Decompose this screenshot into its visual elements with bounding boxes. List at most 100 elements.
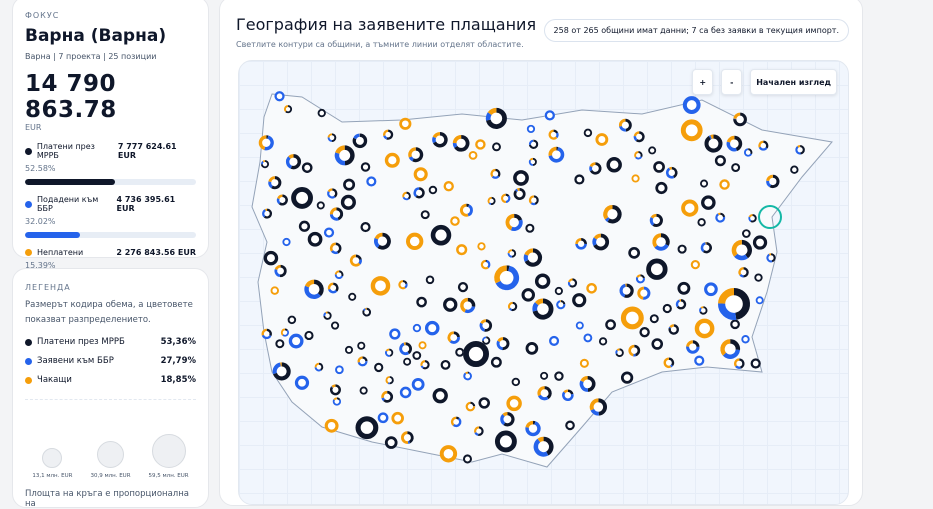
municipality-donut[interactable]: [529, 140, 538, 149]
municipality-donut[interactable]: [529, 158, 537, 166]
municipality-donut[interactable]: [327, 188, 337, 198]
municipality-donut[interactable]: [605, 319, 616, 330]
municipality-donut[interactable]: [414, 167, 428, 181]
municipality-donut[interactable]: [733, 113, 747, 127]
municipality-donut[interactable]: [486, 108, 507, 129]
municipality-donut[interactable]: [648, 146, 656, 154]
municipality-donut[interactable]: [719, 179, 730, 190]
municipality-donut[interactable]: [443, 297, 457, 311]
municipality-donut[interactable]: [655, 182, 667, 194]
municipality-donut[interactable]: [318, 109, 326, 117]
municipality-donut[interactable]: [621, 371, 633, 383]
municipality-donut[interactable]: [374, 363, 383, 372]
municipality-donut[interactable]: [330, 207, 343, 220]
municipality-donut[interactable]: [701, 242, 712, 253]
municipality-donut[interactable]: [299, 221, 310, 232]
municipality-donut[interactable]: [271, 286, 279, 294]
municipality-donut[interactable]: [704, 282, 718, 296]
municipality-donut[interactable]: [403, 358, 411, 366]
municipality-donut[interactable]: [513, 170, 529, 186]
municipality-donut[interactable]: [350, 255, 362, 267]
municipality-donut[interactable]: [758, 141, 768, 151]
municipality-donut[interactable]: [572, 293, 586, 307]
municipality-donut[interactable]: [677, 282, 690, 295]
municipality-donut[interactable]: [323, 312, 331, 320]
municipality-donut[interactable]: [281, 329, 289, 337]
municipality-donut[interactable]: [331, 321, 339, 329]
municipality-donut[interactable]: [348, 293, 356, 301]
municipality-donut[interactable]: [506, 396, 522, 412]
municipality-donut[interactable]: [700, 180, 708, 188]
municipality-donut[interactable]: [590, 398, 607, 415]
municipality-donut[interactable]: [525, 421, 540, 436]
municipality-donut[interactable]: [720, 339, 740, 359]
municipality-donut[interactable]: [477, 242, 485, 250]
municipality-donut[interactable]: [262, 329, 272, 339]
municipality-donut[interactable]: [506, 214, 523, 231]
municipality-donut[interactable]: [463, 341, 489, 367]
municipality-donut[interactable]: [288, 316, 297, 325]
bulgaria-map[interactable]: [239, 61, 849, 505]
municipality-donut[interactable]: [448, 331, 460, 343]
municipality-donut[interactable]: [429, 186, 437, 194]
municipality-donut[interactable]: [399, 342, 412, 355]
municipality-donut[interactable]: [360, 387, 368, 395]
municipality-donut[interactable]: [634, 151, 642, 159]
municipality-donut[interactable]: [548, 147, 564, 163]
municipality-donut[interactable]: [328, 283, 339, 294]
municipality-donut[interactable]: [426, 276, 435, 285]
municipality-donut[interactable]: [631, 174, 639, 182]
municipality-donut[interactable]: [568, 278, 577, 287]
municipality-donut[interactable]: [362, 308, 371, 317]
municipality-donut[interactable]: [481, 260, 491, 270]
municipality-donut[interactable]: [580, 359, 589, 368]
municipality-donut[interactable]: [753, 235, 767, 249]
municipality-donut[interactable]: [663, 304, 672, 313]
municipality-donut[interactable]: [385, 436, 398, 449]
municipality-donut[interactable]: [491, 169, 501, 179]
municipality-donut[interactable]: [335, 270, 344, 279]
municipality-donut[interactable]: [385, 349, 393, 357]
municipality-donut[interactable]: [330, 384, 341, 395]
municipality-donut[interactable]: [545, 110, 555, 120]
municipality-donut[interactable]: [275, 339, 284, 348]
municipality-donut[interactable]: [277, 194, 288, 205]
municipality-donut[interactable]: [586, 283, 597, 294]
municipality-donut[interactable]: [444, 181, 454, 191]
municipality-donut[interactable]: [501, 194, 510, 203]
municipality-donut[interactable]: [592, 234, 609, 251]
municipality-donut[interactable]: [526, 342, 539, 355]
municipality-donut[interactable]: [378, 412, 389, 423]
municipality-donut[interactable]: [562, 389, 574, 401]
municipality-donut[interactable]: [650, 314, 659, 323]
municipality-donut[interactable]: [525, 224, 534, 233]
municipality-donut[interactable]: [330, 243, 342, 255]
municipality-donut[interactable]: [535, 274, 550, 289]
municipality-donut[interactable]: [463, 454, 472, 463]
municipality-donut[interactable]: [402, 192, 410, 200]
municipality-donut[interactable]: [556, 300, 565, 309]
municipality-donut[interactable]: [456, 244, 467, 255]
municipality-donut[interactable]: [391, 412, 404, 425]
municipality-donut[interactable]: [383, 130, 393, 140]
municipality-donut[interactable]: [595, 133, 608, 146]
municipality-donut[interactable]: [317, 201, 325, 209]
municipality-donut[interactable]: [584, 129, 592, 137]
municipality-donut[interactable]: [589, 162, 601, 174]
municipality-donut[interactable]: [666, 167, 678, 179]
municipality-donut[interactable]: [697, 218, 705, 226]
map-canvas[interactable]: + - Начален изглед: [238, 60, 849, 505]
municipality-donut[interactable]: [650, 214, 663, 227]
municipality-donut[interactable]: [500, 412, 514, 426]
municipality-donut[interactable]: [492, 142, 501, 151]
municipality-donut[interactable]: [273, 362, 291, 380]
municipality-donut[interactable]: [508, 302, 517, 311]
municipality-donut[interactable]: [460, 204, 473, 217]
municipality-donut[interactable]: [669, 324, 679, 334]
municipality-donut[interactable]: [284, 105, 292, 113]
municipality-donut[interactable]: [652, 233, 669, 250]
municipality-donut[interactable]: [412, 351, 421, 360]
municipality-donut[interactable]: [425, 321, 440, 336]
municipality-donut[interactable]: [715, 155, 726, 166]
municipality-donut[interactable]: [440, 445, 457, 462]
